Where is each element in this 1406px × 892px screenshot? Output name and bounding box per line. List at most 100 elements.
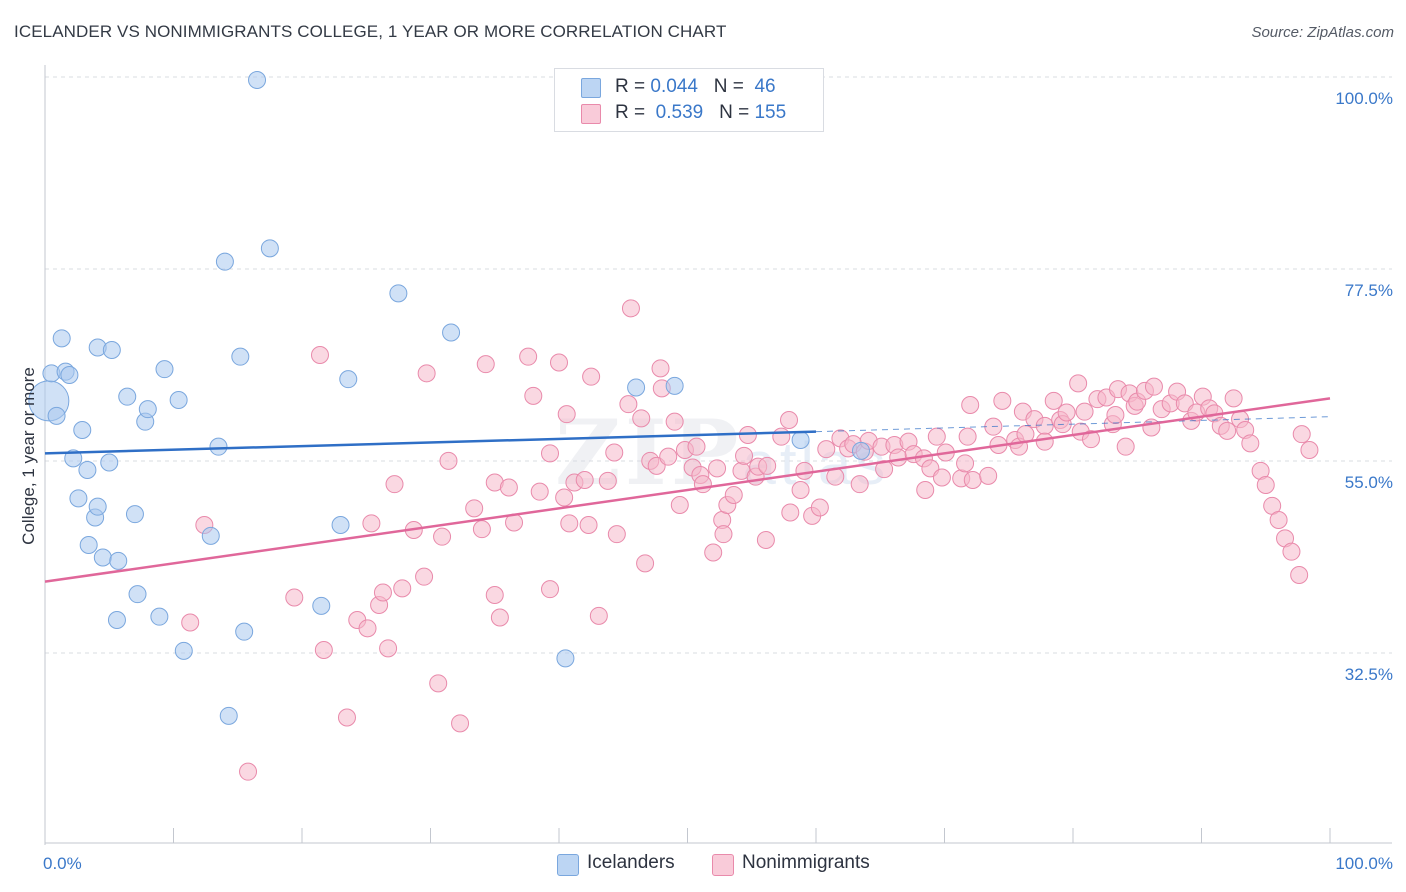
nonimmigrants-point (927, 427, 946, 446)
icelanders-trend-line (44, 430, 817, 455)
nonimmigrants-point (598, 471, 617, 490)
nonimmigrants-point (1035, 416, 1054, 435)
nonimmigrants-point (579, 516, 598, 534)
nonimmigrants-point (670, 496, 689, 514)
y-tick-label: 100.0% (1335, 89, 1393, 108)
nonimmigrants-point (541, 580, 560, 599)
nonimmigrants-point (758, 456, 777, 475)
icelanders-point (851, 441, 870, 460)
icelanders-point (235, 622, 254, 641)
nonimmigrants-point (1290, 566, 1309, 584)
nonimmigrants-point (1144, 377, 1163, 396)
nonimmigrants-point (659, 447, 678, 466)
nonimmigrants-point (993, 391, 1012, 410)
nonimmigrants-point (1081, 430, 1100, 449)
nonimmigrants-point (795, 461, 814, 480)
nonimmigrants-point (632, 409, 651, 428)
nonimmigrants-point (1241, 434, 1260, 453)
icelanders-point (665, 376, 684, 395)
nonimmigrants-point (1224, 389, 1243, 408)
icelanders-point (60, 366, 79, 384)
nonimmigrants-point (550, 353, 568, 372)
trend-lines (44, 397, 1331, 583)
icelanders-point (248, 71, 267, 89)
nonimmigrants-point (665, 412, 684, 431)
nonimmigrants-point (963, 471, 982, 489)
nonimmigrants-trend-line (44, 397, 1331, 583)
icelanders-point (69, 489, 88, 508)
nonimmigrants-point (433, 527, 452, 546)
icelanders-point (64, 449, 83, 468)
chart-title: ICELANDER VS NONIMMIGRANTS COLLEGE, 1 YE… (14, 22, 727, 41)
nonimmigrants-point (472, 520, 491, 539)
nonimmigrants-point (810, 498, 829, 517)
nonimmigrants-point (429, 674, 448, 693)
y-tick-label: 77.5% (1345, 281, 1393, 300)
nonimmigrants-point (651, 359, 670, 378)
icelanders-point (627, 378, 646, 397)
nonimmigrants-point (704, 543, 723, 562)
nonimmigrants-point (687, 437, 706, 456)
nonimmigrants-point (916, 481, 935, 499)
nonimmigrants-point (1106, 406, 1125, 424)
nonimmigrants-point (285, 588, 304, 607)
nonimmigrants-point (337, 708, 356, 727)
nonimmigrants-point (724, 486, 743, 504)
icelanders-point (78, 461, 97, 479)
icelanders-point (73, 421, 92, 439)
nonimmigrants-point (780, 411, 799, 429)
nonimmigrants-point (932, 468, 951, 487)
icelanders-point (215, 252, 234, 271)
nonimmigrants-point (310, 346, 329, 364)
bottom-swatch-nonimmigrants (712, 854, 734, 876)
nonimmigrants-point (961, 396, 980, 414)
x-tick-label: 100.0% (1335, 854, 1393, 873)
n-value: 46 (754, 76, 776, 97)
nonimmigrants-point (557, 405, 576, 424)
icelanders-point (47, 406, 66, 425)
r-label: R = (615, 102, 646, 123)
nonimmigrants-point (1075, 402, 1094, 421)
legend-text-nonimmigrants: R = 0.539 N = 155 (615, 102, 786, 124)
nonimmigrants-point (979, 466, 998, 485)
nonimmigrants-point (575, 471, 594, 489)
nonimmigrants-point (1116, 437, 1135, 456)
nonimmigrants-point (519, 347, 538, 366)
nonimmigrants-point (589, 606, 608, 625)
nonimmigrants-point (714, 525, 733, 544)
y-axis-label: College, 1 year or more (19, 367, 38, 545)
nonimmigrants-point (1269, 511, 1288, 529)
icelanders-point (88, 497, 107, 516)
nonimmigrants-point (956, 454, 975, 473)
nonimmigrants-point (530, 482, 549, 501)
nonimmigrants-point (1256, 476, 1275, 494)
legend-swatch-icelanders (581, 78, 601, 98)
nonimmigrants-point (693, 475, 712, 494)
correlation-legend: R = 0.044 N = 46 R = 0.539 N = 155 (554, 68, 824, 132)
nonimmigrants-point (875, 460, 894, 479)
nonimmigrants-point (1057, 403, 1076, 422)
icelanders-point (442, 323, 461, 342)
nonimmigrants-point (524, 386, 543, 405)
nonimmigrants-point (358, 619, 377, 638)
nonimmigrants-point (417, 364, 436, 383)
nonimmigrants-point (781, 503, 800, 522)
icelanders-point (174, 641, 193, 660)
nonimmigrants-point (451, 714, 470, 733)
nonimmigrants-point (791, 481, 810, 499)
nonimmigrants-point (817, 440, 836, 459)
nonimmigrants-point (756, 531, 775, 549)
nonimmigrants-point (379, 639, 398, 658)
icelanders-point (169, 391, 188, 409)
n-value: 155 (754, 102, 787, 123)
nonimmigrants-points (181, 299, 1319, 781)
nonimmigrants-point (772, 427, 791, 446)
icelanders-point (339, 370, 358, 389)
bottom-label-nonimmigrants: Nonimmigrants (742, 852, 870, 873)
nonimmigrants-point (735, 446, 754, 465)
y-tick-label: 55.0% (1345, 473, 1393, 492)
nonimmigrants-point (607, 525, 626, 544)
icelanders-point (150, 607, 169, 626)
nonimmigrants-point (560, 514, 579, 533)
